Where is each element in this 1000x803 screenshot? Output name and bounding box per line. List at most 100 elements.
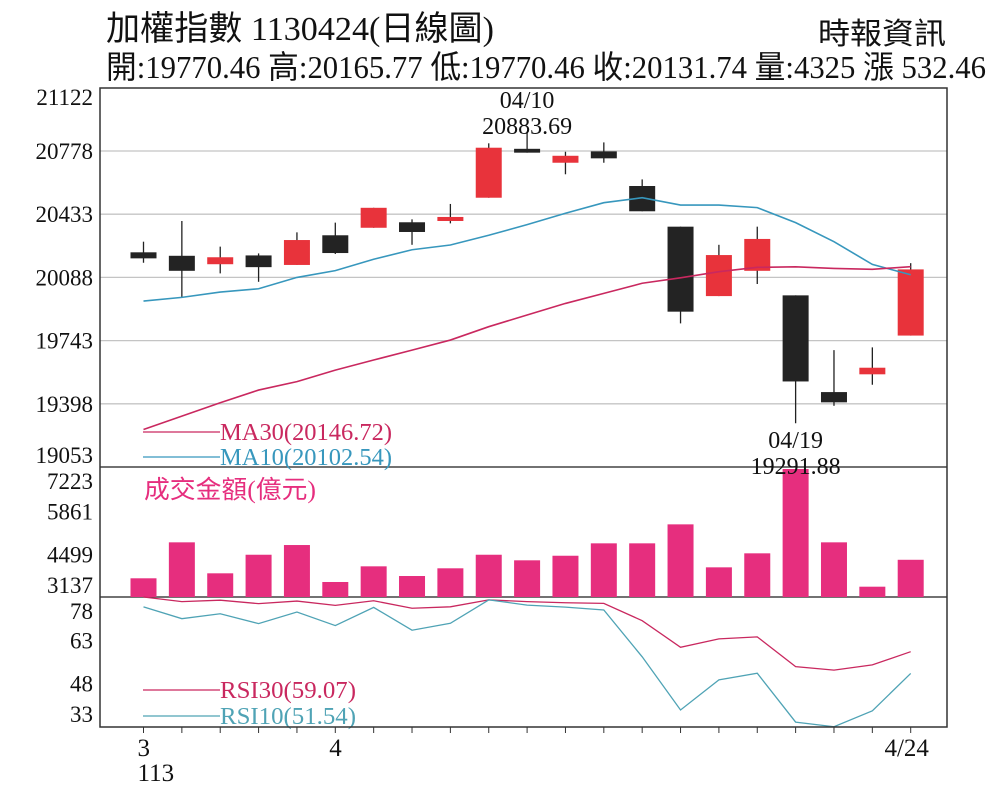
- candle-body: [322, 235, 349, 254]
- candle-down: [130, 241, 157, 263]
- volume-tick-label: 5861: [47, 500, 93, 525]
- candle-down: [629, 179, 656, 212]
- volume-bar: [820, 542, 847, 597]
- candle-down: [514, 131, 541, 153]
- volume-value: 4325: [794, 49, 855, 85]
- price-tick-label: 20433: [36, 202, 94, 227]
- x-tick-label: 4/24: [884, 735, 929, 762]
- plot-frame: [99, 87, 948, 728]
- candle-body: [897, 269, 924, 336]
- candle-down: [820, 350, 847, 406]
- close-value: 20131.74: [632, 49, 747, 85]
- candle-body: [744, 238, 771, 271]
- volume-bar: [897, 559, 924, 597]
- candle-body: [590, 151, 617, 159]
- candle-body: [360, 207, 387, 228]
- gridlines: [100, 150, 947, 733]
- rsi10-legend: RSI10(51.54): [220, 704, 356, 730]
- candle-body: [437, 216, 464, 221]
- volume-bar: [629, 543, 656, 597]
- candle-down: [168, 220, 195, 298]
- ma10-line: [143, 196, 911, 302]
- candle-body: [475, 147, 502, 198]
- chart-marks: [130, 131, 924, 728]
- high-label: 高:: [268, 49, 307, 85]
- annotation-value: 20883.69: [482, 114, 572, 140]
- volume-bar: [475, 554, 502, 597]
- candle-up: [437, 203, 464, 224]
- candle-down: [245, 253, 272, 282]
- candle-up: [859, 347, 886, 385]
- candle-up: [207, 246, 234, 274]
- chart-title: 加權指數 1130424(日線圖): [106, 10, 494, 48]
- candle-body: [283, 240, 310, 265]
- change-value: 532.46: [902, 49, 986, 85]
- open-label: 開:: [106, 49, 145, 85]
- volume-bar: [667, 524, 694, 597]
- volume-bar: [437, 568, 464, 597]
- candle-up: [360, 207, 387, 228]
- rsi-tick-label: 48: [70, 672, 93, 697]
- rsi30-line: [143, 596, 911, 671]
- x-tick-label: 4: [329, 735, 342, 762]
- x-tick-label: 3: [138, 735, 151, 762]
- annotation-value: 19291.88: [751, 454, 841, 480]
- volume-tick-label: 4499: [47, 542, 93, 567]
- low-value: 19770.46: [470, 49, 585, 85]
- candle-body: [782, 295, 809, 382]
- candle-up: [705, 244, 732, 297]
- high-value: 20165.77: [307, 49, 422, 85]
- ma30-line: [143, 265, 911, 431]
- volume-bar: [283, 545, 310, 597]
- candle-body: [207, 257, 234, 265]
- candle-down: [399, 219, 426, 245]
- candle-up: [475, 143, 502, 198]
- volume-bar: [245, 554, 272, 597]
- rsi-tick-label: 33: [70, 702, 93, 727]
- candle-body: [859, 367, 886, 375]
- candle-body: [245, 255, 272, 268]
- candle-up: [552, 151, 579, 175]
- open-value: 19770.46: [145, 49, 260, 85]
- candle-up: [283, 232, 310, 265]
- volume-bar: [705, 567, 732, 597]
- rsi30-legend: RSI30(59.07): [220, 678, 356, 704]
- candle-down: [667, 226, 694, 324]
- candle-body: [552, 155, 579, 163]
- ohlc-summary: 開:19770.46 高:20165.77 低:19770.46 收:20131…: [106, 49, 986, 85]
- volume-bar: [782, 469, 809, 597]
- volume-bar: [322, 581, 349, 597]
- volume-bar: [207, 573, 234, 597]
- candle-body: [514, 148, 541, 153]
- price-tick-label: 19743: [36, 329, 94, 354]
- volume-panel-title: 成交金額(億元): [144, 476, 316, 504]
- annotation-date: 04/10: [500, 88, 555, 114]
- candle-body: [705, 255, 732, 297]
- volume-bar: [552, 555, 579, 597]
- price-tick-label: 20088: [36, 265, 94, 290]
- x-tick-sublabel: 113: [138, 760, 175, 787]
- volume-tick-label: 3137: [47, 573, 93, 598]
- price-tick-label: 19053: [36, 443, 94, 468]
- volume-tick-label: 7223: [47, 469, 93, 494]
- low-label: 低:: [430, 49, 469, 85]
- candle-up: [897, 263, 924, 336]
- volume-bar: [360, 566, 387, 597]
- rsi10-line: [143, 599, 912, 728]
- rsi-tick-label: 63: [70, 628, 93, 653]
- candle-down: [322, 222, 349, 254]
- close-label: 收:: [593, 49, 632, 85]
- candle-up: [744, 226, 771, 285]
- volume-label: 量:: [755, 49, 794, 85]
- volume-bar: [590, 543, 617, 597]
- rsi-tick-label: 78: [70, 599, 93, 624]
- source-label: 時報資訊: [818, 18, 946, 51]
- volume-bar: [168, 542, 195, 597]
- price-tick-label: 20778: [36, 139, 94, 164]
- candle-down: [782, 295, 809, 424]
- annotation-date: 04/19: [768, 428, 823, 454]
- ma10-legend: MA10(20102.54): [220, 445, 392, 471]
- price-tick-label: 19398: [36, 392, 94, 417]
